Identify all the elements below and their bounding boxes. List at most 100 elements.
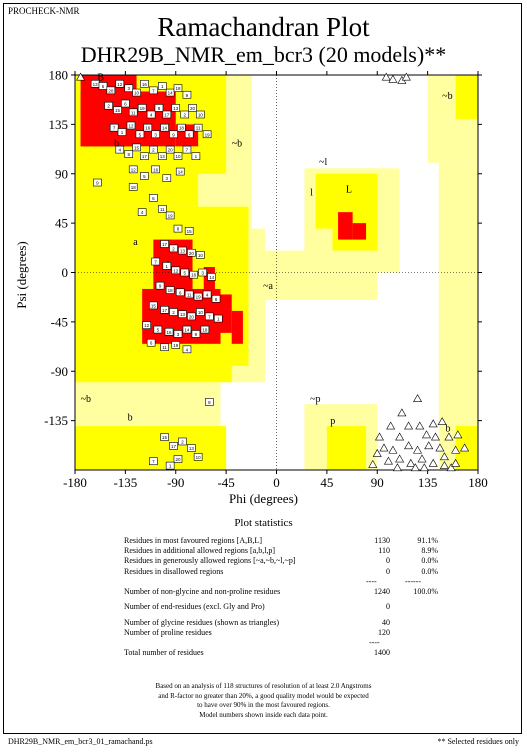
svg-text:8: 8 [127, 152, 130, 157]
x-tick-label: -90 [167, 475, 184, 490]
glycine-triangle [76, 72, 86, 81]
stats-label: Total number of residues [124, 648, 204, 657]
x-axis-label: Phi (degrees) [229, 491, 298, 506]
region-most-favoured [80, 91, 176, 147]
residue-point: 17 [140, 152, 149, 160]
residue-point: 3 [151, 130, 160, 139]
svg-text:16: 16 [142, 82, 148, 87]
stats-row-disallowed: Residues in disallowed regions 0 0.0% [124, 567, 444, 576]
svg-text:14: 14 [184, 328, 190, 333]
residue-point: 13 [178, 310, 187, 318]
residue-point: 3 [173, 330, 183, 338]
stats-separator-count: ---- [366, 577, 377, 586]
stats-separator-total: ---- [369, 638, 380, 647]
residue-point: 11 [158, 205, 167, 213]
svg-text:2: 2 [172, 246, 175, 251]
svg-text:18: 18 [131, 185, 137, 190]
svg-text:12: 12 [144, 323, 150, 328]
glycine-triangle [395, 454, 405, 463]
svg-text:9: 9 [159, 284, 162, 289]
residue-point: 9 [93, 178, 102, 187]
residue-point: 6 [121, 99, 130, 108]
svg-text:3: 3 [154, 132, 157, 137]
region-label: ~b [81, 394, 91, 405]
svg-text:2: 2 [107, 104, 110, 109]
residue-point: 12 [171, 266, 181, 275]
residue-point: 2 [180, 110, 190, 119]
svg-text:16: 16 [153, 167, 159, 172]
svg-text:19: 19 [140, 106, 146, 111]
svg-text:6: 6 [124, 102, 127, 107]
residue-point: 20 [188, 104, 197, 112]
svg-text:14: 14 [168, 91, 174, 96]
residue-point: 20 [106, 86, 116, 95]
glycine-triangle [388, 74, 398, 83]
svg-text:10: 10 [198, 113, 204, 118]
zero-gridlines [75, 75, 478, 470]
region-label: p [330, 416, 335, 427]
glycine-triangle [410, 463, 420, 472]
glycine-triangle [428, 419, 438, 428]
glycine-triangle [428, 458, 438, 467]
residue-point: 14 [165, 88, 175, 97]
residue-point: 11 [128, 108, 138, 117]
svg-text:5: 5 [102, 84, 105, 89]
stats-label: Number of end-residues (excl. Gly and Pr… [124, 602, 265, 611]
svg-text:18: 18 [202, 328, 208, 333]
region-additional [326, 426, 367, 470]
residue-point: 3 [162, 174, 172, 182]
glycine-triangle [368, 459, 378, 468]
svg-text:10: 10 [198, 310, 204, 315]
residue-point: 20 [187, 248, 196, 257]
residue-point: 8 [154, 104, 164, 112]
svg-text:19: 19 [168, 213, 174, 218]
region-label: ~b [232, 138, 242, 149]
residue-point: 7 [205, 312, 214, 321]
svg-text:4: 4 [141, 210, 144, 215]
residue-point: 16 [164, 327, 174, 336]
x-tick-label: 90 [371, 475, 384, 490]
svg-text:3: 3 [177, 332, 180, 337]
region-most-favoured [338, 212, 353, 240]
footnote-line: Model numbers shown inside each data poi… [199, 710, 328, 719]
x-tick-label: -135 [113, 475, 137, 490]
stats-label: Residues in additional allowed regions [… [124, 546, 276, 555]
residue-point: 4 [182, 345, 192, 354]
svg-text:9: 9 [186, 93, 189, 98]
residue-point: 5 [180, 268, 190, 277]
footnote: Based on an analysis of 118 structures o… [0, 682, 527, 720]
residue-point: 4 [115, 145, 125, 154]
residue-point: 9 [155, 281, 165, 290]
svg-text:9: 9 [96, 181, 99, 186]
residue-point: 20 [187, 312, 196, 321]
selected-residues-note: ** Selected residues only [437, 737, 519, 746]
glycine-triangle [419, 463, 429, 472]
residue-point: 2 [169, 308, 178, 316]
residue-point: 15 [149, 301, 158, 310]
residue-point: 4 [146, 110, 156, 119]
residue-point: 16 [140, 79, 149, 88]
svg-text:13: 13 [93, 82, 99, 87]
region-most-favoured [203, 267, 215, 295]
svg-text:13: 13 [180, 249, 186, 254]
stats-percent: 100.0% [413, 587, 438, 596]
stats-row-most-favoured: Residues in most favoured regions [A,B,L… [124, 536, 444, 545]
svg-text:5: 5 [157, 328, 160, 333]
region-label: b [114, 138, 119, 149]
residue-point: 11 [184, 290, 194, 299]
residue-point: 13 [178, 246, 187, 255]
residue-point: 19 [137, 104, 147, 112]
residue-point: 6 [149, 194, 158, 202]
y-tick-label: 90 [55, 166, 68, 181]
residue-point: 19 [165, 211, 175, 220]
svg-text:13: 13 [180, 312, 186, 317]
residue-point: 15 [160, 433, 169, 441]
residue-point: 13 [171, 104, 181, 112]
svg-text:1: 1 [166, 264, 169, 269]
svg-text:9: 9 [172, 132, 175, 137]
svg-text:12: 12 [128, 123, 134, 128]
residue-point: 1 [162, 262, 172, 270]
svg-text:17: 17 [162, 242, 168, 247]
svg-text:4: 4 [150, 113, 153, 118]
svg-text:17: 17 [171, 444, 177, 449]
